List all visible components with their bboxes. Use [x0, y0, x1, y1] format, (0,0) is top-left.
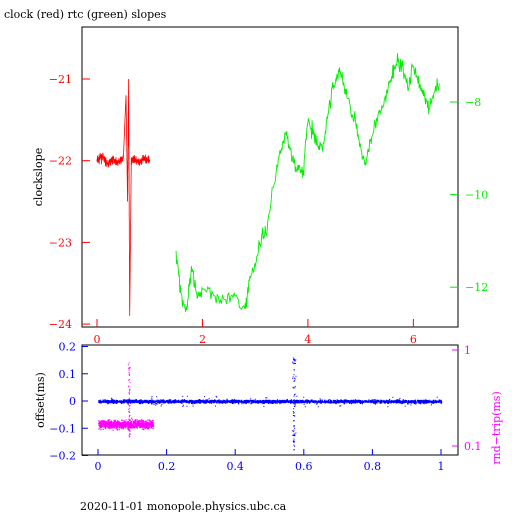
- offset-x-tick-label: 1: [438, 460, 445, 473]
- slope-x-ticks: 0 2 4 6: [94, 319, 417, 346]
- slope-x-tick-label: 0: [94, 333, 101, 346]
- slope-right-tick-label: −12: [465, 281, 488, 294]
- offset-plot-frame: [81, 344, 459, 456]
- slope-x-tick-label: 2: [199, 333, 206, 346]
- offset-x-tick-label: 0.8: [364, 460, 382, 473]
- slope-x-tick-label: 4: [304, 333, 311, 346]
- offset-x-tick-label: 0: [95, 460, 102, 473]
- slope-right-tick-label: −10: [465, 189, 488, 202]
- offset-x-tick-label: 0.4: [226, 460, 244, 473]
- slope-left-tick-label: −22: [49, 155, 72, 168]
- series-roundtrip: [98, 362, 155, 438]
- offset-left-ticks: 0.2 0.1 0 −0.1 −0.2: [49, 341, 88, 463]
- roundtrip-tick-label: 1: [464, 344, 471, 357]
- offset-panel: offset(ms) rnd−trip(ms) 0 0.2 0.4 0.6 0.8 1 0…: [34, 341, 503, 474]
- offset-left-tick-label: 0.1: [59, 368, 77, 381]
- series-offset: [98, 357, 443, 451]
- slope-x-tick-label: 6: [410, 333, 417, 346]
- slope-left-tick-label: −24: [49, 318, 72, 331]
- offset-left-tick-label: −0.1: [49, 422, 76, 435]
- chart-title: clock (red) rtc (green) slopes: [4, 8, 167, 21]
- roundtrip-tick-label: 0.1: [464, 440, 482, 453]
- footer-text: 2020-11-01 monopole.physics.ubc.ca: [80, 500, 287, 512]
- slope-left-tick-label: −23: [49, 236, 72, 249]
- slope-plot-frame: [81, 26, 459, 328]
- slope-series: [96, 53, 440, 316]
- series-rtc-slope: [175, 53, 440, 312]
- roundtrip-ylabel: rnd−trip(ms): [490, 391, 503, 465]
- slope-right-ticks: −8 −10 −12: [450, 96, 488, 294]
- slope-left-ticks: −21 −22 −23 −24: [49, 73, 90, 331]
- slope-ylabel: clockslope: [32, 148, 45, 206]
- slope-left-tick-label: −21: [49, 73, 72, 86]
- offset-x-tick-label: 0.2: [158, 460, 176, 473]
- offset-left-tick-label: 0: [69, 395, 76, 408]
- slope-panel: clockslope 0 2 4 6 −21 −22 −23 −24 −8 −10 −12: [32, 26, 488, 346]
- roundtrip-right-ticks: 10.1: [452, 344, 482, 453]
- offset-left-tick-label: −0.2: [49, 450, 76, 463]
- slope-right-tick-label: −8: [465, 96, 481, 109]
- offset-series: [98, 357, 443, 451]
- offset-x-ticks: 0 0.2 0.4 0.6 0.8 1: [95, 449, 445, 473]
- offset-left-tick-label: 0.2: [59, 341, 77, 354]
- offset-ylabel: offset(ms): [34, 372, 47, 428]
- series-clock-slope: [96, 78, 151, 316]
- offset-x-tick-label: 0.6: [295, 460, 313, 473]
